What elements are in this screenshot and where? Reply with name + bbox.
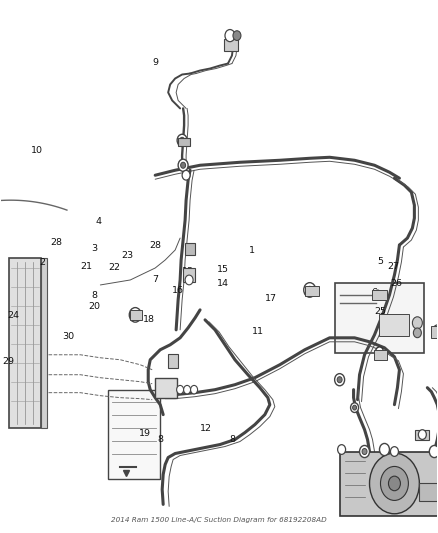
Circle shape xyxy=(390,447,399,456)
Circle shape xyxy=(362,448,367,455)
Bar xyxy=(371,290,388,300)
Circle shape xyxy=(132,311,138,319)
Text: 27: 27 xyxy=(388,262,399,271)
Circle shape xyxy=(338,445,346,454)
Text: 11: 11 xyxy=(252,327,264,336)
Circle shape xyxy=(429,446,438,458)
Text: 8: 8 xyxy=(157,435,163,445)
Bar xyxy=(183,268,195,282)
Circle shape xyxy=(375,347,384,357)
Text: 10: 10 xyxy=(31,146,42,155)
Bar xyxy=(339,451,438,516)
Circle shape xyxy=(191,385,198,394)
Text: 29: 29 xyxy=(3,357,14,366)
Circle shape xyxy=(360,446,370,458)
Bar xyxy=(419,483,438,502)
Text: 25: 25 xyxy=(374,307,387,316)
Circle shape xyxy=(182,171,190,180)
Text: 24: 24 xyxy=(8,311,20,320)
Text: 6: 6 xyxy=(371,287,377,296)
Text: 2014 Ram 1500 Line-A/C Suction Diagram for 68192208AD: 2014 Ram 1500 Line-A/C Suction Diagram f… xyxy=(111,516,327,523)
Text: 16: 16 xyxy=(172,286,184,295)
Bar xyxy=(335,283,424,353)
Circle shape xyxy=(178,159,188,171)
Text: 22: 22 xyxy=(108,263,120,272)
Bar xyxy=(374,350,388,360)
Bar xyxy=(379,314,410,336)
Circle shape xyxy=(180,138,184,143)
Circle shape xyxy=(177,385,184,394)
Text: 13: 13 xyxy=(182,268,194,276)
Text: 18: 18 xyxy=(143,315,155,324)
Text: 26: 26 xyxy=(390,279,402,288)
Bar xyxy=(178,139,190,147)
Circle shape xyxy=(374,290,381,300)
Bar xyxy=(155,378,177,398)
Text: 2: 2 xyxy=(39,258,45,266)
Circle shape xyxy=(185,275,193,285)
Text: 14: 14 xyxy=(217,279,230,288)
Bar xyxy=(108,390,160,480)
Circle shape xyxy=(353,405,357,410)
Bar xyxy=(415,430,429,440)
Text: 20: 20 xyxy=(88,302,101,311)
Circle shape xyxy=(413,328,421,338)
Text: 4: 4 xyxy=(96,217,102,227)
Text: 21: 21 xyxy=(80,262,92,271)
Text: 15: 15 xyxy=(217,265,230,273)
Circle shape xyxy=(337,377,342,383)
Bar xyxy=(431,326,438,338)
Circle shape xyxy=(225,29,235,42)
Circle shape xyxy=(413,317,422,329)
Bar xyxy=(168,354,178,368)
Text: 3: 3 xyxy=(92,245,98,254)
Text: 17: 17 xyxy=(265,294,277,303)
Text: 5: 5 xyxy=(378,257,384,265)
Circle shape xyxy=(350,403,359,413)
Circle shape xyxy=(184,385,191,394)
Circle shape xyxy=(389,476,400,491)
Bar xyxy=(130,310,142,320)
Text: 28: 28 xyxy=(150,241,162,250)
Circle shape xyxy=(233,31,241,41)
Text: 8: 8 xyxy=(92,291,98,300)
Circle shape xyxy=(177,134,187,147)
Circle shape xyxy=(304,282,316,297)
Circle shape xyxy=(129,308,141,322)
Text: 30: 30 xyxy=(62,332,74,341)
Text: 8: 8 xyxy=(229,435,235,445)
Bar xyxy=(185,243,195,255)
Circle shape xyxy=(335,374,345,386)
Circle shape xyxy=(381,466,408,500)
Circle shape xyxy=(180,162,186,168)
Bar xyxy=(9,258,41,427)
Text: 23: 23 xyxy=(121,252,134,260)
Text: 12: 12 xyxy=(200,424,212,433)
Text: 7: 7 xyxy=(153,275,159,284)
Text: 19: 19 xyxy=(139,430,151,439)
Text: 9: 9 xyxy=(153,59,159,67)
Bar xyxy=(305,286,319,296)
Circle shape xyxy=(433,325,438,335)
Circle shape xyxy=(307,286,313,294)
Text: 1: 1 xyxy=(249,246,255,255)
Bar xyxy=(41,258,46,427)
Bar xyxy=(224,38,238,51)
Text: 28: 28 xyxy=(50,238,63,247)
Circle shape xyxy=(370,453,419,514)
Circle shape xyxy=(379,443,389,456)
Circle shape xyxy=(418,430,426,439)
